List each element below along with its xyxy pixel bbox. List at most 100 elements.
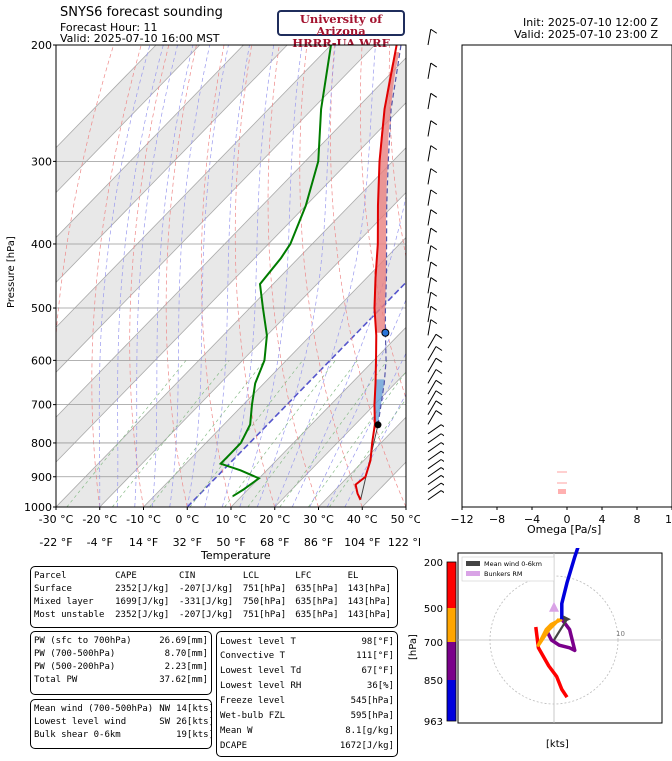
wind-barb-flag	[430, 62, 438, 68]
parcel-header-row: Parcel CAPE CIN LCL LFC EL	[31, 569, 397, 582]
colorbar-frame	[446, 561, 457, 722]
wind-barb-staff	[427, 189, 432, 206]
pw-value: 2.23[mm]	[164, 661, 208, 672]
wind-barb	[427, 168, 438, 185]
wind-barb-flag	[430, 120, 438, 126]
wind-barb	[427, 400, 443, 415]
isotherm-line	[56, 45, 332, 328]
isotherm-line	[56, 45, 376, 373]
thermo-row: Convective T 111[°F]	[217, 648, 397, 663]
wind-barb-staff	[427, 475, 442, 486]
isotherm-line	[99, 192, 406, 507]
wind-barb-staff	[427, 467, 442, 478]
pressure-tick-label: 500	[31, 302, 52, 315]
isotherm-line	[56, 45, 201, 194]
wind-barb-flag	[430, 227, 438, 233]
omega-xlabel: Omega [Pa/s]	[527, 523, 602, 536]
wind-barb	[427, 490, 444, 501]
wind-barb	[427, 467, 444, 478]
moist-adiabat	[239, 45, 303, 507]
thermo-value: 67[°F]	[361, 665, 394, 676]
celsius-tick-label: 50 °C	[391, 513, 420, 526]
thermo-label: Mean W	[220, 725, 253, 736]
legend-mean-wind: Mean wind 0-6km	[484, 560, 542, 568]
isotherm-band	[56, 45, 200, 193]
thermo-value: 595[hPa]	[350, 710, 394, 721]
fahrenheit-tick-label: 104 °F	[344, 536, 380, 549]
parcel-cell: Mixed layer	[34, 596, 94, 607]
fahrenheit-tick-label: 14 °F	[129, 536, 158, 549]
parcel-row: Surface 2352[J/kg] -207[J/kg] 751[hPa] 6…	[31, 582, 397, 595]
wind-barb-staff	[427, 410, 437, 425]
omega-tick-label: 8	[634, 513, 641, 526]
wind-barb	[427, 369, 443, 384]
wind-barb-flag	[435, 333, 443, 339]
wind-barb-staff	[427, 292, 432, 309]
wind-barb-staff	[427, 228, 432, 245]
wind-barb	[427, 28, 438, 46]
hodo-xlabel: [kts]	[546, 739, 569, 750]
colorbar-seg-700-500	[447, 608, 456, 642]
wind-barb-staff	[427, 450, 442, 461]
wind-barb-flag	[430, 261, 438, 267]
wind-barb-staff	[427, 346, 437, 361]
parcel-cell: 143[hPa]	[347, 609, 391, 620]
wind-barb-flag	[430, 305, 438, 311]
parcel-cell: 751[hPa]	[242, 583, 287, 594]
wind-barb	[427, 410, 443, 425]
thermo-value: 8.1[g/kg]	[345, 725, 394, 736]
wind-barb-staff	[427, 390, 437, 405]
colorbar-seg-963-850	[447, 680, 456, 721]
celsius-tick-label: 0 °C	[175, 513, 199, 526]
dry-adiabat	[91, 45, 142, 507]
moist-adiabat	[151, 45, 194, 507]
wind-barb-flag	[440, 442, 444, 446]
omega-tick-label: 0	[564, 513, 571, 526]
wind-barb-flag	[430, 189, 438, 195]
wind-barb	[427, 227, 438, 245]
omega-marks	[557, 471, 567, 494]
parcel-header-cell: LFC	[295, 570, 312, 581]
wind-barb-flag	[440, 475, 444, 478]
skewt-chart: 200 300 400 500 600 700 800 900 1000-30 °C -20 °C…	[24, 39, 420, 549]
thermo-label: Lowest level T	[220, 636, 296, 647]
pressure-tick-label: 400	[31, 238, 52, 251]
wind-barb-staff	[427, 245, 432, 262]
wind-barb-flag	[435, 357, 443, 363]
wind-barb	[427, 459, 444, 470]
pw-row: Total PW 37.62[mm]	[31, 673, 211, 686]
wind-barb-staff	[427, 490, 442, 501]
pressure-tick-label: 800	[31, 437, 52, 450]
valid-utc: Valid: 2025-07-10 23:00 Z	[514, 28, 658, 41]
wind-row: Mean wind (700-500hPa) NW 14[kts]	[31, 702, 217, 715]
wind-barb-flag	[435, 410, 443, 415]
parcel-cell: 2352[J/kg]	[115, 609, 170, 620]
wind-barb	[427, 277, 438, 294]
parcel-table: Parcel CAPE CIN LCL LFC EL Surface 2352[…	[30, 566, 398, 628]
thermo-row: Lowest level Td 67[°F]	[217, 663, 397, 678]
hodo-segment	[544, 618, 577, 653]
lcl-marker	[374, 421, 382, 429]
parcel-cell: 1699[J/kg]	[115, 596, 170, 607]
wind-barb	[427, 92, 438, 110]
thermo-row: Lowest level T 98[°F]	[217, 635, 397, 648]
thermo-label: DCAPE	[220, 740, 248, 751]
wind-barb	[427, 357, 443, 373]
wind-value: 26[kts]	[176, 716, 214, 727]
wind-row: Lowest level wind SW 26[kts]	[31, 715, 217, 728]
pw-table: PW (sfc to 700hPa) 26.69[mm] PW (700-500h…	[30, 631, 212, 695]
omega-chart: −12 −8 −4 0 4 8 12	[450, 44, 672, 526]
dry-adiabat	[388, 45, 406, 259]
colorbar-label: 700	[424, 638, 443, 649]
colorbar-seg-850-700	[447, 642, 456, 680]
parcel-row: Most unstable 2352[J/kg] -207[J/kg] 751[…	[31, 608, 397, 621]
omega-frame	[461, 44, 672, 508]
pw-value: 26.69[mm]	[159, 635, 208, 646]
hodo-ylabel-wrap: [hPa]	[408, 630, 422, 670]
dry-adiabat	[56, 45, 114, 507]
pressure-tick-label: 200	[31, 39, 52, 52]
wind-dir: NW	[159, 703, 171, 714]
moist-adiabat	[134, 45, 178, 507]
skewt-xlabel: Temperature	[201, 549, 271, 562]
thermo-label: Lowest level Td	[220, 665, 302, 676]
